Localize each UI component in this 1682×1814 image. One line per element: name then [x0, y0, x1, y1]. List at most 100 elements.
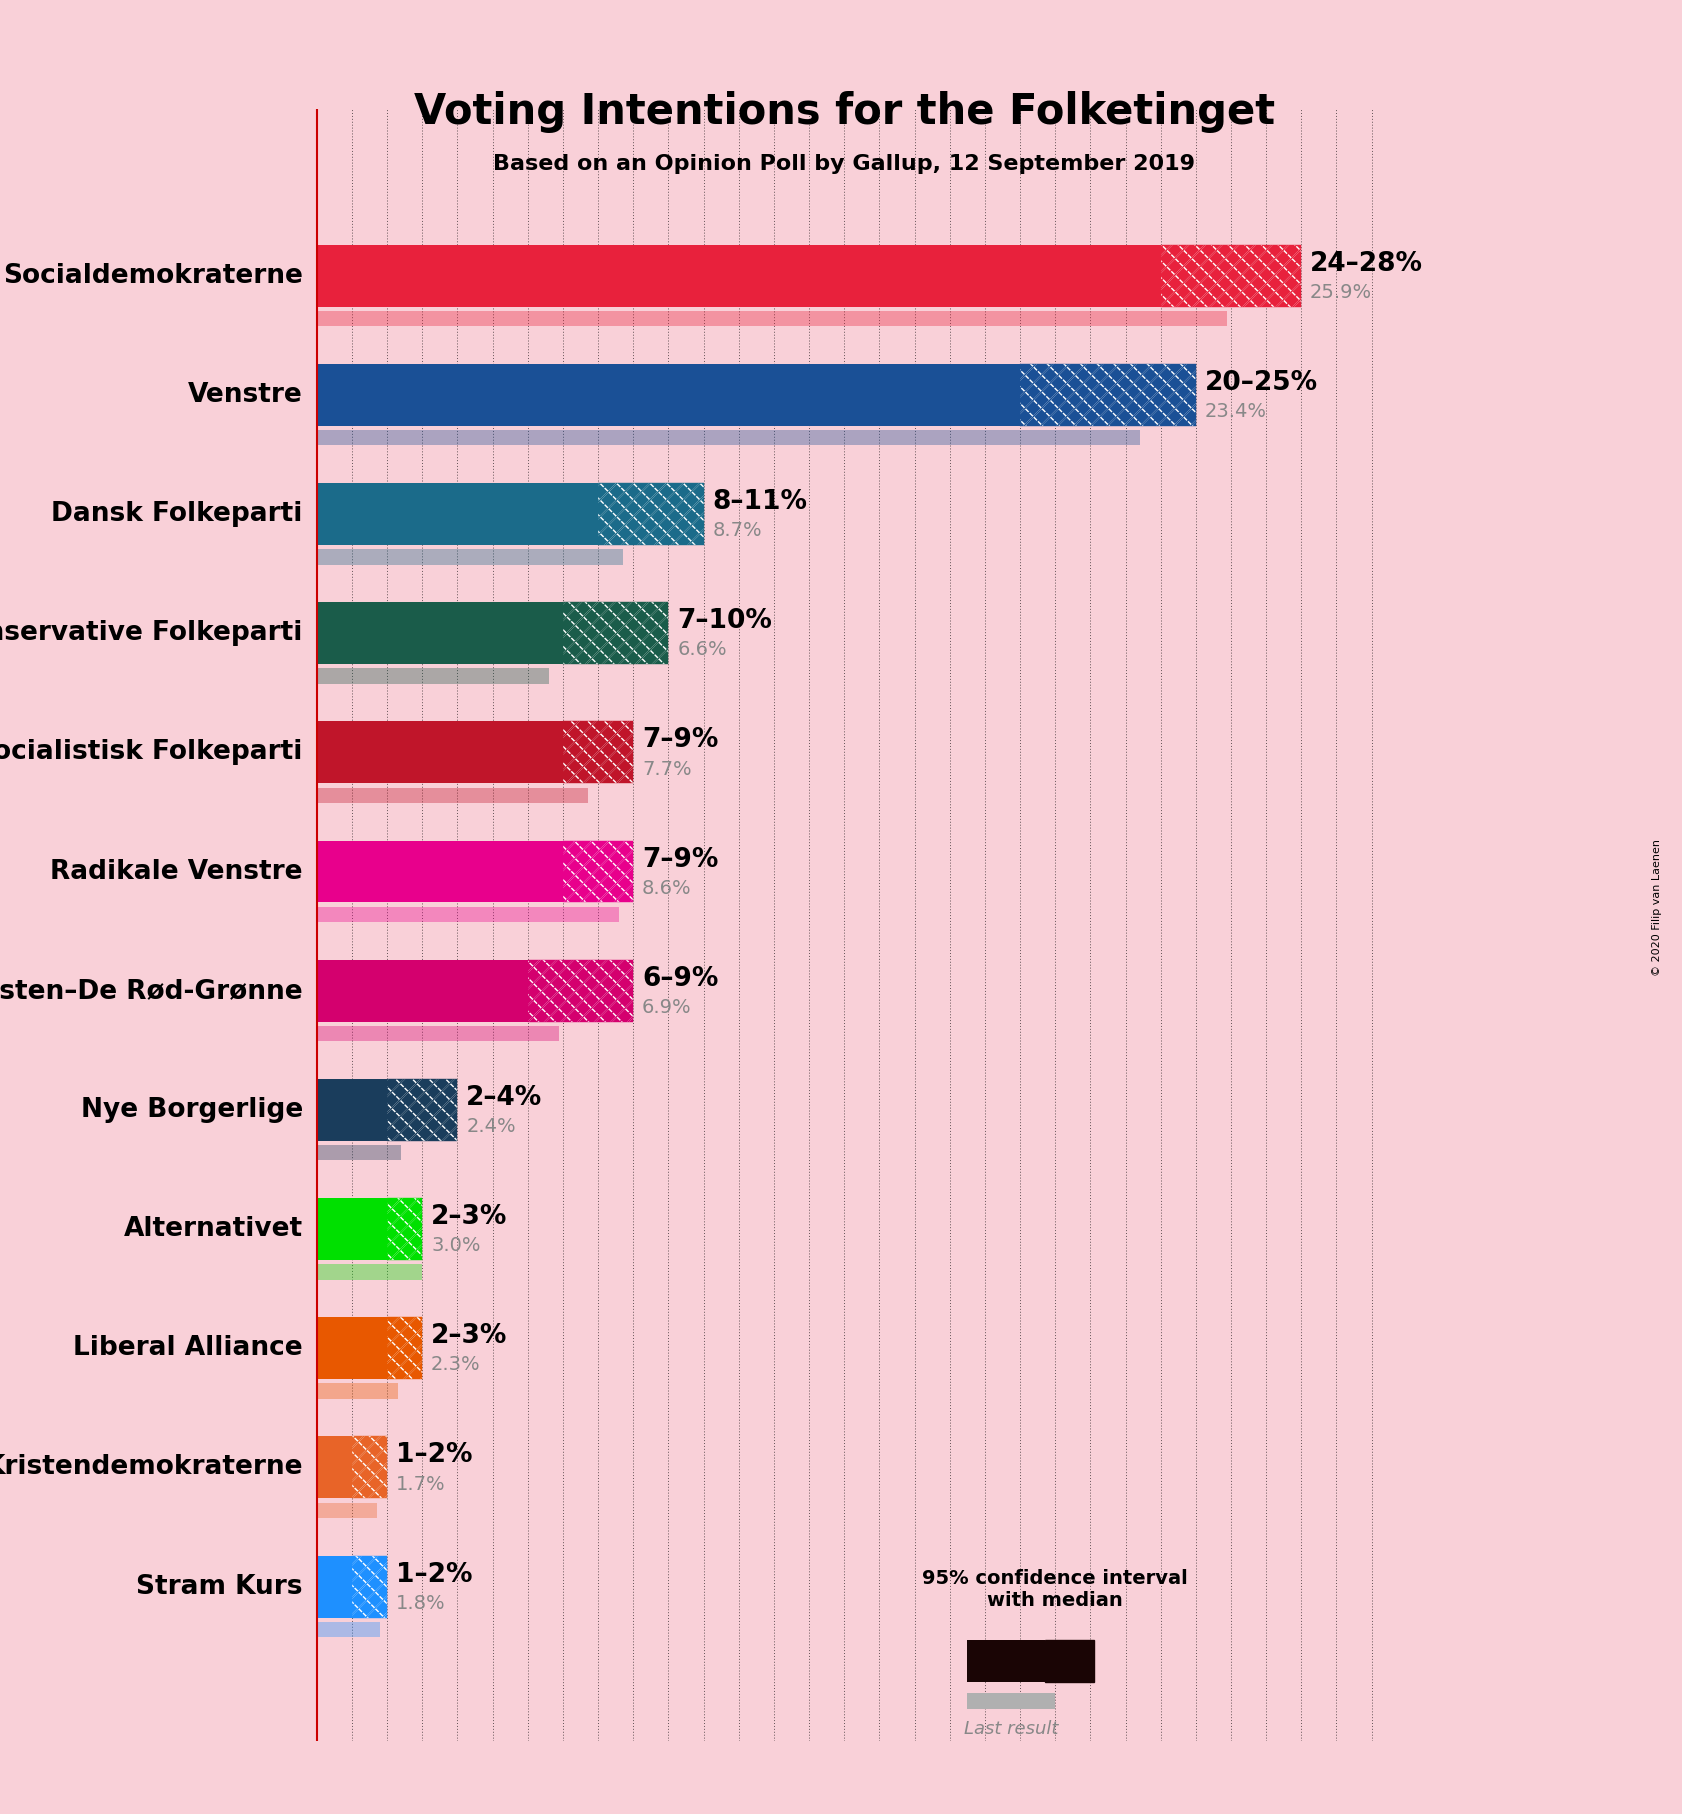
Bar — [352, 1556, 387, 1618]
Bar — [316, 365, 1019, 426]
Bar — [316, 722, 563, 784]
Bar — [1045, 1640, 1093, 1682]
Bar — [387, 1079, 458, 1141]
Bar — [528, 960, 632, 1021]
Bar — [1161, 245, 1302, 307]
Bar — [1019, 365, 1196, 426]
Bar — [316, 602, 563, 664]
Bar — [563, 722, 632, 784]
Bar — [1045, 1640, 1093, 1682]
Text: 6–9%: 6–9% — [643, 965, 718, 992]
Bar — [387, 1079, 458, 1141]
Bar — [967, 1692, 1055, 1709]
Text: 2–4%: 2–4% — [466, 1085, 543, 1110]
Bar — [563, 840, 632, 903]
Text: Alternativet: Alternativet — [124, 1215, 303, 1243]
Bar — [316, 245, 1161, 307]
Text: Nye Borgerlige: Nye Borgerlige — [81, 1097, 303, 1123]
Bar — [563, 722, 632, 784]
Bar — [528, 960, 632, 1021]
Bar — [316, 1317, 387, 1379]
Bar — [387, 1317, 422, 1379]
Text: Venstre: Venstre — [188, 381, 303, 408]
Text: Socialdemokraterne: Socialdemokraterne — [3, 263, 303, 288]
Bar — [316, 960, 528, 1021]
Bar — [316, 787, 587, 804]
Bar — [563, 722, 632, 784]
Bar — [316, 1502, 377, 1518]
Text: Enhedslisten–De Rød-Grønne: Enhedslisten–De Rød-Grønne — [0, 978, 303, 1003]
Text: 24–28%: 24–28% — [1310, 250, 1423, 278]
Text: Kristendemokraterne: Kristendemokraterne — [0, 1455, 303, 1480]
Bar — [387, 1079, 458, 1141]
Bar — [563, 840, 632, 903]
Bar — [599, 483, 703, 544]
Text: 7–9%: 7–9% — [643, 847, 718, 873]
Text: 3.0%: 3.0% — [431, 1235, 481, 1255]
Bar — [316, 668, 548, 684]
Bar — [316, 430, 1140, 446]
Bar — [1161, 245, 1302, 307]
Bar — [316, 1027, 560, 1041]
Bar — [316, 483, 599, 544]
Bar — [316, 907, 619, 922]
Text: 20–25%: 20–25% — [1204, 370, 1317, 395]
Bar — [316, 1622, 380, 1638]
Bar — [316, 1264, 422, 1279]
Text: 2.3%: 2.3% — [431, 1355, 481, 1375]
Bar — [352, 1437, 387, 1498]
Bar — [316, 310, 1228, 327]
Bar — [563, 602, 668, 664]
Text: 2–3%: 2–3% — [431, 1322, 508, 1350]
Text: Liberal Alliance: Liberal Alliance — [72, 1335, 303, 1360]
Text: 23.4%: 23.4% — [1204, 403, 1267, 421]
Text: Socialistisk Folkeparti: Socialistisk Folkeparti — [0, 740, 303, 766]
Bar — [316, 1079, 387, 1141]
Bar — [316, 1556, 352, 1618]
Bar — [387, 1317, 422, 1379]
Text: © 2020 Filip van Laenen: © 2020 Filip van Laenen — [1652, 838, 1662, 976]
Text: Dansk Folkeparti: Dansk Folkeparti — [52, 501, 303, 528]
Text: 8.7%: 8.7% — [713, 521, 762, 541]
Text: 1–2%: 1–2% — [395, 1562, 473, 1587]
Bar — [563, 602, 668, 664]
Text: 1.8%: 1.8% — [395, 1595, 446, 1613]
Bar — [599, 483, 703, 544]
Text: 2–3%: 2–3% — [431, 1204, 508, 1230]
Text: 25.9%: 25.9% — [1310, 283, 1373, 301]
Text: 8–11%: 8–11% — [713, 490, 807, 515]
Text: 2.4%: 2.4% — [466, 1117, 516, 1136]
Bar — [316, 1197, 387, 1261]
Bar — [352, 1437, 387, 1498]
Bar — [316, 1437, 352, 1498]
Text: 6.6%: 6.6% — [678, 640, 727, 658]
Text: Based on an Opinion Poll by Gallup, 12 September 2019: Based on an Opinion Poll by Gallup, 12 S… — [493, 154, 1196, 174]
Bar — [967, 1640, 1045, 1682]
Bar — [316, 1145, 402, 1161]
Bar — [316, 1384, 397, 1399]
Bar — [528, 960, 632, 1021]
Bar — [387, 1197, 422, 1261]
Text: 7–9%: 7–9% — [643, 727, 718, 753]
Text: Radikale Venstre: Radikale Venstre — [50, 858, 303, 885]
Bar — [1161, 245, 1302, 307]
Text: 7–10%: 7–10% — [678, 608, 772, 635]
Text: 7.7%: 7.7% — [643, 760, 691, 778]
Bar — [599, 483, 703, 544]
Bar — [352, 1437, 387, 1498]
Bar — [387, 1317, 422, 1379]
Text: 8.6%: 8.6% — [643, 878, 691, 898]
Text: 1–2%: 1–2% — [395, 1442, 473, 1469]
Bar — [563, 840, 632, 903]
Text: Det Konservative Folkeparti: Det Konservative Folkeparti — [0, 620, 303, 646]
Bar — [1019, 365, 1196, 426]
Text: 6.9%: 6.9% — [643, 998, 691, 1018]
Bar — [352, 1556, 387, 1618]
Bar — [563, 602, 668, 664]
Bar — [316, 550, 622, 564]
Text: Last result: Last result — [964, 1720, 1058, 1738]
Text: Stram Kurs: Stram Kurs — [136, 1573, 303, 1600]
Text: Voting Intentions for the Folketinget: Voting Intentions for the Folketinget — [414, 91, 1275, 132]
Bar — [387, 1197, 422, 1261]
Text: 95% confidence interval
with median: 95% confidence interval with median — [922, 1569, 1187, 1611]
